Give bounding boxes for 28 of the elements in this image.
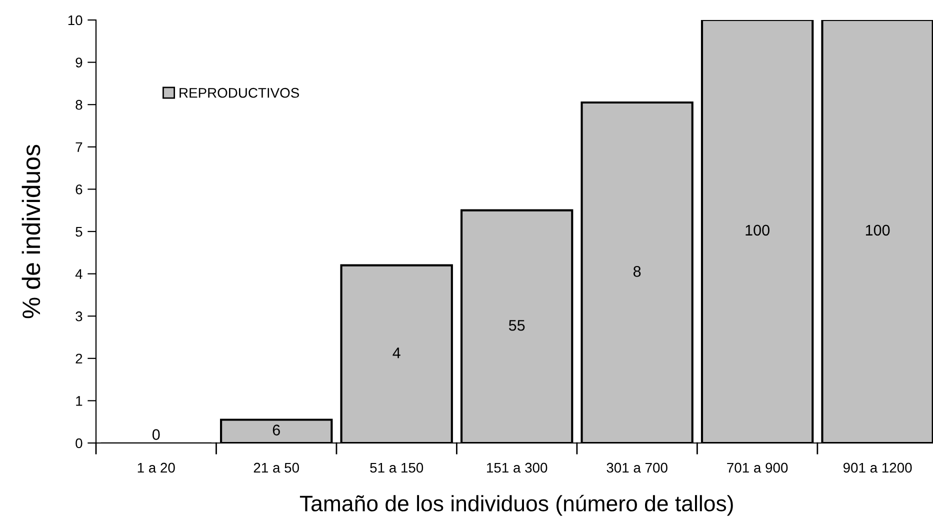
x-axis-title: Tamaño de los individuos (número de tallos) <box>300 494 733 516</box>
y-axis-title: % de individuos <box>22 144 40 318</box>
annotation: 6 <box>272 424 280 436</box>
y-tick-label: 5 <box>76 226 82 237</box>
x-tick-label: 151 a 300 <box>487 462 548 473</box>
y-tick-label: 4 <box>75 269 82 279</box>
x-tick-label: 301 a 700 <box>606 462 668 473</box>
annotation: 100 <box>866 224 890 236</box>
annotation: 8 <box>633 266 641 277</box>
x-tick-label: 901 a 1200 <box>843 462 912 473</box>
x-tick-label: 21 a 50 <box>254 462 299 473</box>
y-tick-label: 2 <box>76 354 82 364</box>
y-tick-label: 1 <box>76 396 82 406</box>
annotation: 0 <box>152 429 160 440</box>
y-tick-label: 0 <box>76 438 82 448</box>
annotation: 4 <box>392 348 400 358</box>
annotation: 100 <box>746 224 770 236</box>
y-tick-label: 10 <box>68 15 82 26</box>
legend-label: REPRODUCTIVOS <box>180 88 300 98</box>
annotation: 55 <box>508 320 525 331</box>
y-tick-label: 8 <box>76 100 82 110</box>
y-tick-label: 3 <box>76 311 82 322</box>
y-tick-label: 7 <box>76 142 82 152</box>
x-tick-label: 701 a 900 <box>727 462 788 473</box>
x-tick-label: 51 a 150 <box>370 462 424 473</box>
y-tick-label: 6 <box>76 184 82 194</box>
x-tick-label: 1 a 20 <box>138 462 175 473</box>
y-tick-label: 9 <box>76 58 82 68</box>
